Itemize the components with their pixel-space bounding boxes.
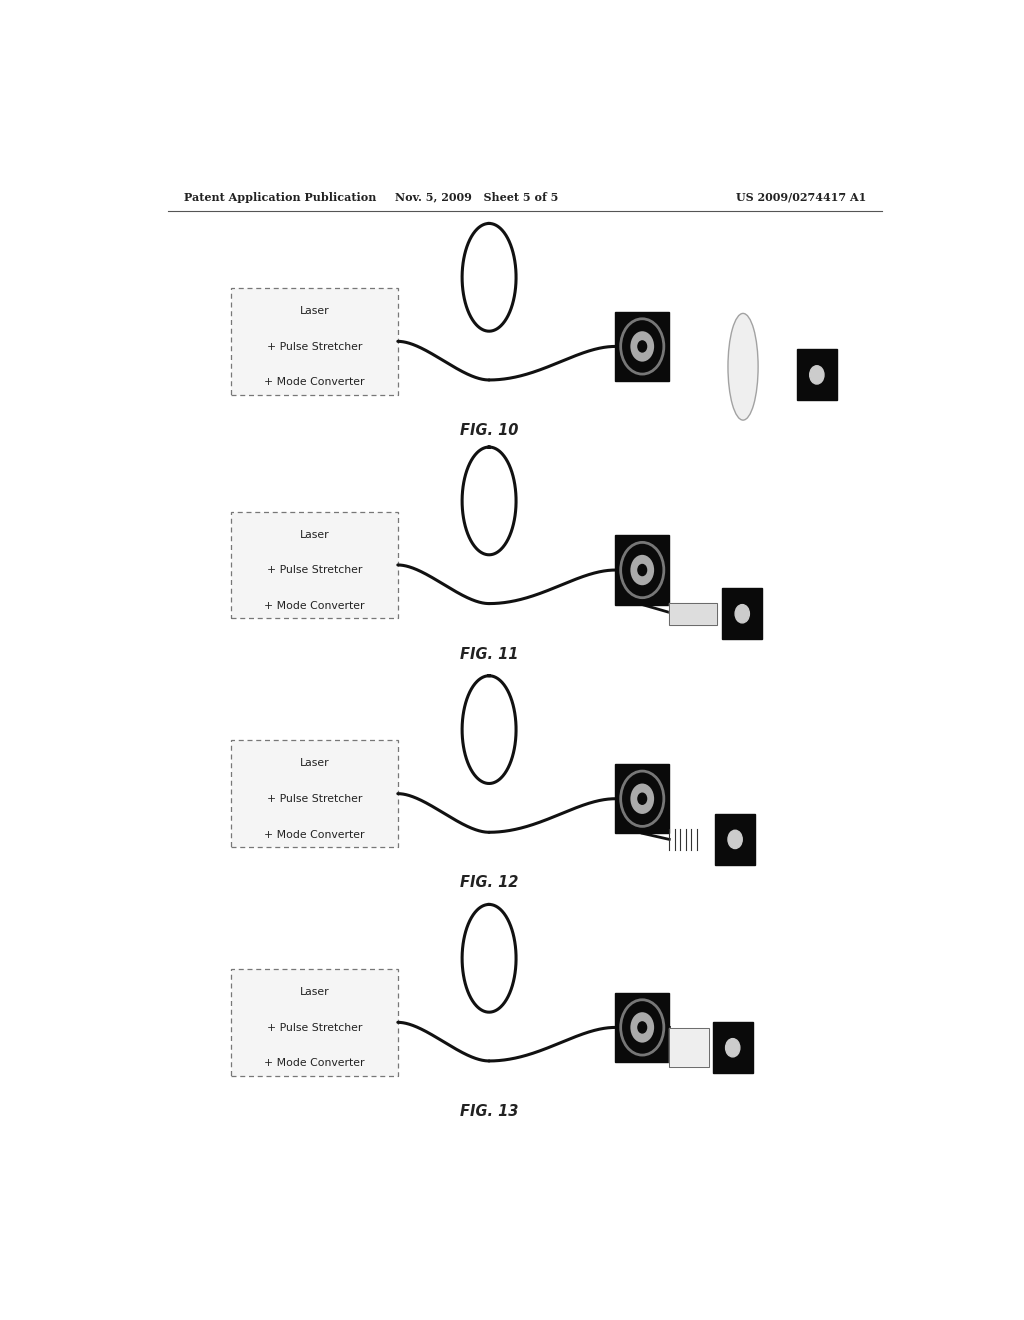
Bar [670, 602, 717, 624]
Bar [722, 589, 762, 639]
FancyBboxPatch shape [231, 512, 397, 618]
Bar [670, 602, 717, 624]
Bar [670, 1028, 709, 1067]
Bar [670, 1028, 709, 1067]
Bar [615, 536, 670, 605]
Circle shape [638, 565, 646, 576]
Text: Laser: Laser [300, 306, 330, 315]
Text: FIG. 12: FIG. 12 [460, 875, 518, 891]
Circle shape [638, 793, 646, 804]
FancyBboxPatch shape [231, 969, 397, 1076]
Circle shape [631, 331, 654, 362]
Bar [615, 312, 670, 381]
FancyBboxPatch shape [231, 741, 397, 847]
Text: + Mode Converter: + Mode Converter [264, 601, 365, 611]
Circle shape [638, 1022, 646, 1034]
Circle shape [631, 784, 654, 814]
Text: + Pulse Stretcher: + Pulse Stretcher [267, 342, 362, 351]
Bar [615, 993, 670, 1063]
Circle shape [728, 830, 742, 849]
Text: FIG. 11: FIG. 11 [460, 647, 518, 661]
Circle shape [735, 605, 750, 623]
Circle shape [631, 1012, 654, 1043]
Bar [716, 814, 755, 865]
Text: Laser: Laser [300, 529, 330, 540]
Circle shape [631, 554, 654, 585]
Circle shape [810, 366, 824, 384]
Text: Nov. 5, 2009   Sheet 5 of 5: Nov. 5, 2009 Sheet 5 of 5 [395, 191, 559, 202]
FancyBboxPatch shape [231, 288, 397, 395]
Text: Laser: Laser [300, 759, 330, 768]
Bar [615, 764, 670, 833]
Ellipse shape [728, 313, 758, 420]
Text: + Pulse Stretcher: + Pulse Stretcher [267, 1023, 362, 1032]
Text: + Mode Converter: + Mode Converter [264, 378, 365, 387]
Circle shape [638, 341, 646, 352]
Text: Patent Application Publication: Patent Application Publication [183, 191, 376, 202]
Text: US 2009/0274417 A1: US 2009/0274417 A1 [736, 191, 866, 202]
Text: + Mode Converter: + Mode Converter [264, 1059, 365, 1068]
Circle shape [726, 1039, 740, 1057]
Text: FIG. 10: FIG. 10 [460, 424, 518, 438]
Bar [713, 1023, 753, 1073]
Bar [797, 350, 837, 400]
Text: FIG. 13: FIG. 13 [460, 1104, 518, 1119]
Text: Laser: Laser [300, 987, 330, 997]
Text: + Mode Converter: + Mode Converter [264, 829, 365, 840]
Text: + Pulse Stretcher: + Pulse Stretcher [267, 565, 362, 576]
Text: + Pulse Stretcher: + Pulse Stretcher [267, 795, 362, 804]
